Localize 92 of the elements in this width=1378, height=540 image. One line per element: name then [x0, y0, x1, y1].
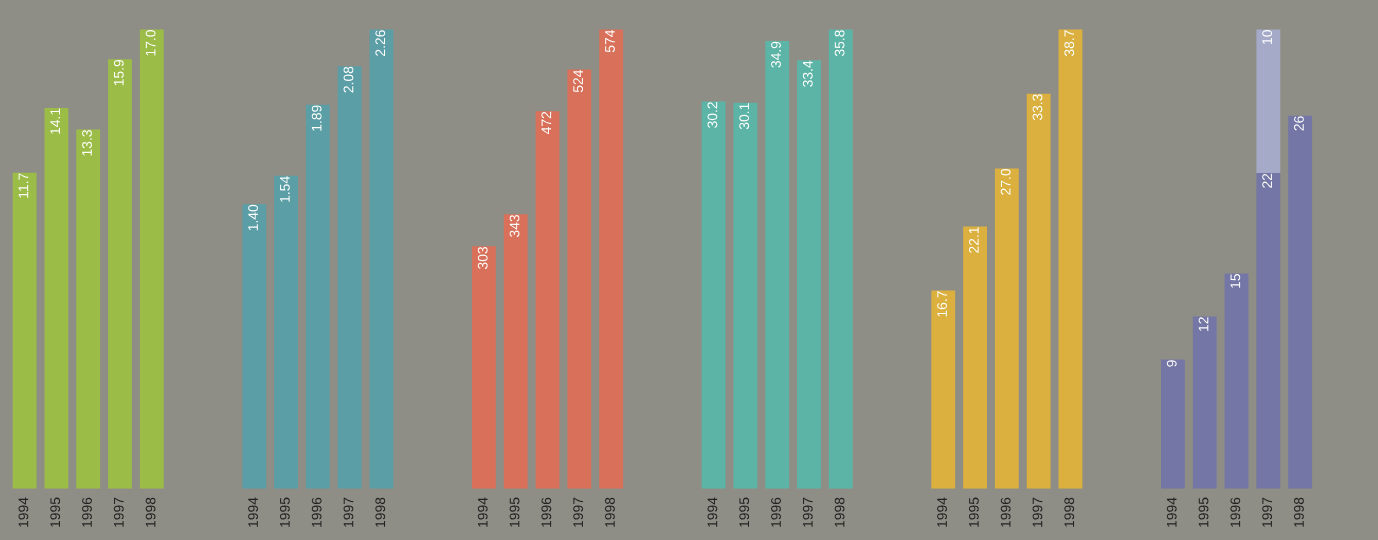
data-label: 1.89	[311, 105, 322, 131]
data-label: 26	[1294, 116, 1304, 131]
data-label: 1.40	[248, 204, 258, 231]
data-label: 303	[477, 246, 488, 269]
bar	[535, 111, 560, 489]
data-label: 17.0	[145, 30, 156, 56]
bar	[1026, 93, 1051, 489]
x-tick-label: 1994	[707, 497, 718, 527]
bar	[108, 59, 132, 489]
x-tick-label: 1996	[541, 497, 552, 527]
data-label: 343	[509, 214, 520, 237]
x-tick-label: 1996	[1230, 497, 1241, 527]
bar	[1224, 273, 1249, 489]
bar	[472, 246, 496, 489]
data-label: 22	[1262, 173, 1272, 188]
data-label: 16.7	[937, 291, 947, 317]
bar	[1256, 29, 1281, 174]
data-label: 14.1	[50, 108, 60, 134]
data-label: 2.26	[375, 30, 386, 56]
data-label: 15	[1230, 274, 1241, 288]
bar	[369, 29, 394, 489]
bar	[963, 226, 987, 489]
x-tick-label: 1996	[82, 497, 92, 527]
data-label: 33.3	[1032, 94, 1043, 121]
data-label: 38.7	[1064, 30, 1075, 57]
bar	[994, 168, 1019, 489]
x-tick-label: 1995	[279, 497, 290, 527]
data-label: 13.3	[82, 130, 92, 156]
data-label: 2.08	[343, 66, 354, 93]
x-tick-label: 1997	[343, 497, 354, 527]
data-label: 574	[605, 29, 615, 53]
x-tick-label: 1995	[1198, 497, 1209, 527]
x-tick-label: 1996	[771, 497, 781, 527]
data-label: 30.2	[707, 102, 718, 128]
data-label: 10	[1262, 30, 1273, 44]
bar	[701, 101, 726, 489]
x-tick-label: 1994	[937, 497, 947, 527]
bar	[931, 290, 956, 489]
data-label: 524	[573, 69, 584, 93]
x-tick-label: 1998	[1294, 497, 1304, 527]
data-label: 33.4	[802, 60, 813, 87]
data-label: 472	[541, 111, 552, 135]
bar	[567, 69, 592, 489]
x-tick-label: 1997	[573, 497, 584, 527]
x-tick-label: 1998	[1064, 497, 1075, 527]
x-tick-label: 1995	[509, 497, 520, 527]
bar	[1058, 29, 1083, 489]
bar	[139, 29, 164, 489]
x-tick-label: 1998	[605, 497, 615, 527]
x-tick-label: 1994	[248, 497, 258, 527]
bar	[599, 29, 624, 489]
x-tick-label: 1997	[802, 497, 813, 527]
bar	[1256, 173, 1281, 489]
x-tick-label: 1996	[311, 497, 322, 527]
bar	[242, 204, 267, 489]
data-label: 35.8	[834, 30, 845, 57]
x-tick-label: 1995	[968, 497, 979, 527]
data-label: 12	[1198, 317, 1209, 331]
bar	[1288, 115, 1313, 489]
data-label: 27.0	[1000, 168, 1011, 195]
data-label: 11.7	[18, 173, 29, 198]
data-label: 1.54	[280, 176, 290, 202]
bar	[797, 60, 821, 489]
x-tick-label: 1997	[113, 497, 124, 527]
x-tick-label: 1994	[477, 497, 488, 527]
data-label: 15.9	[113, 59, 124, 86]
bar	[337, 66, 362, 489]
bar	[765, 41, 790, 489]
x-tick-label: 1998	[834, 497, 845, 527]
x-tick-label: 1994	[18, 497, 29, 527]
data-label: 34.9	[771, 41, 781, 68]
data-label: 30.1	[739, 103, 750, 130]
bar	[274, 175, 298, 489]
x-tick-label: 1995	[50, 497, 61, 527]
x-tick-label: 1994	[1166, 497, 1177, 527]
bar	[828, 29, 853, 489]
x-tick-label: 1995	[739, 497, 750, 527]
bar	[1192, 316, 1217, 489]
bar	[12, 172, 37, 489]
x-tick-label: 1998	[375, 497, 386, 527]
bar	[503, 214, 528, 489]
bar	[44, 107, 69, 489]
x-tick-label: 1997	[1032, 497, 1043, 527]
x-tick-label: 1998	[145, 497, 156, 527]
bar	[76, 129, 101, 489]
bar	[1161, 359, 1185, 489]
data-label: 22.1	[968, 227, 979, 253]
bar	[305, 104, 330, 489]
x-tick-label: 1996	[1000, 497, 1011, 527]
bar	[733, 102, 758, 489]
x-tick-label: 1997	[1262, 497, 1273, 527]
data-label: 9	[1166, 360, 1177, 367]
